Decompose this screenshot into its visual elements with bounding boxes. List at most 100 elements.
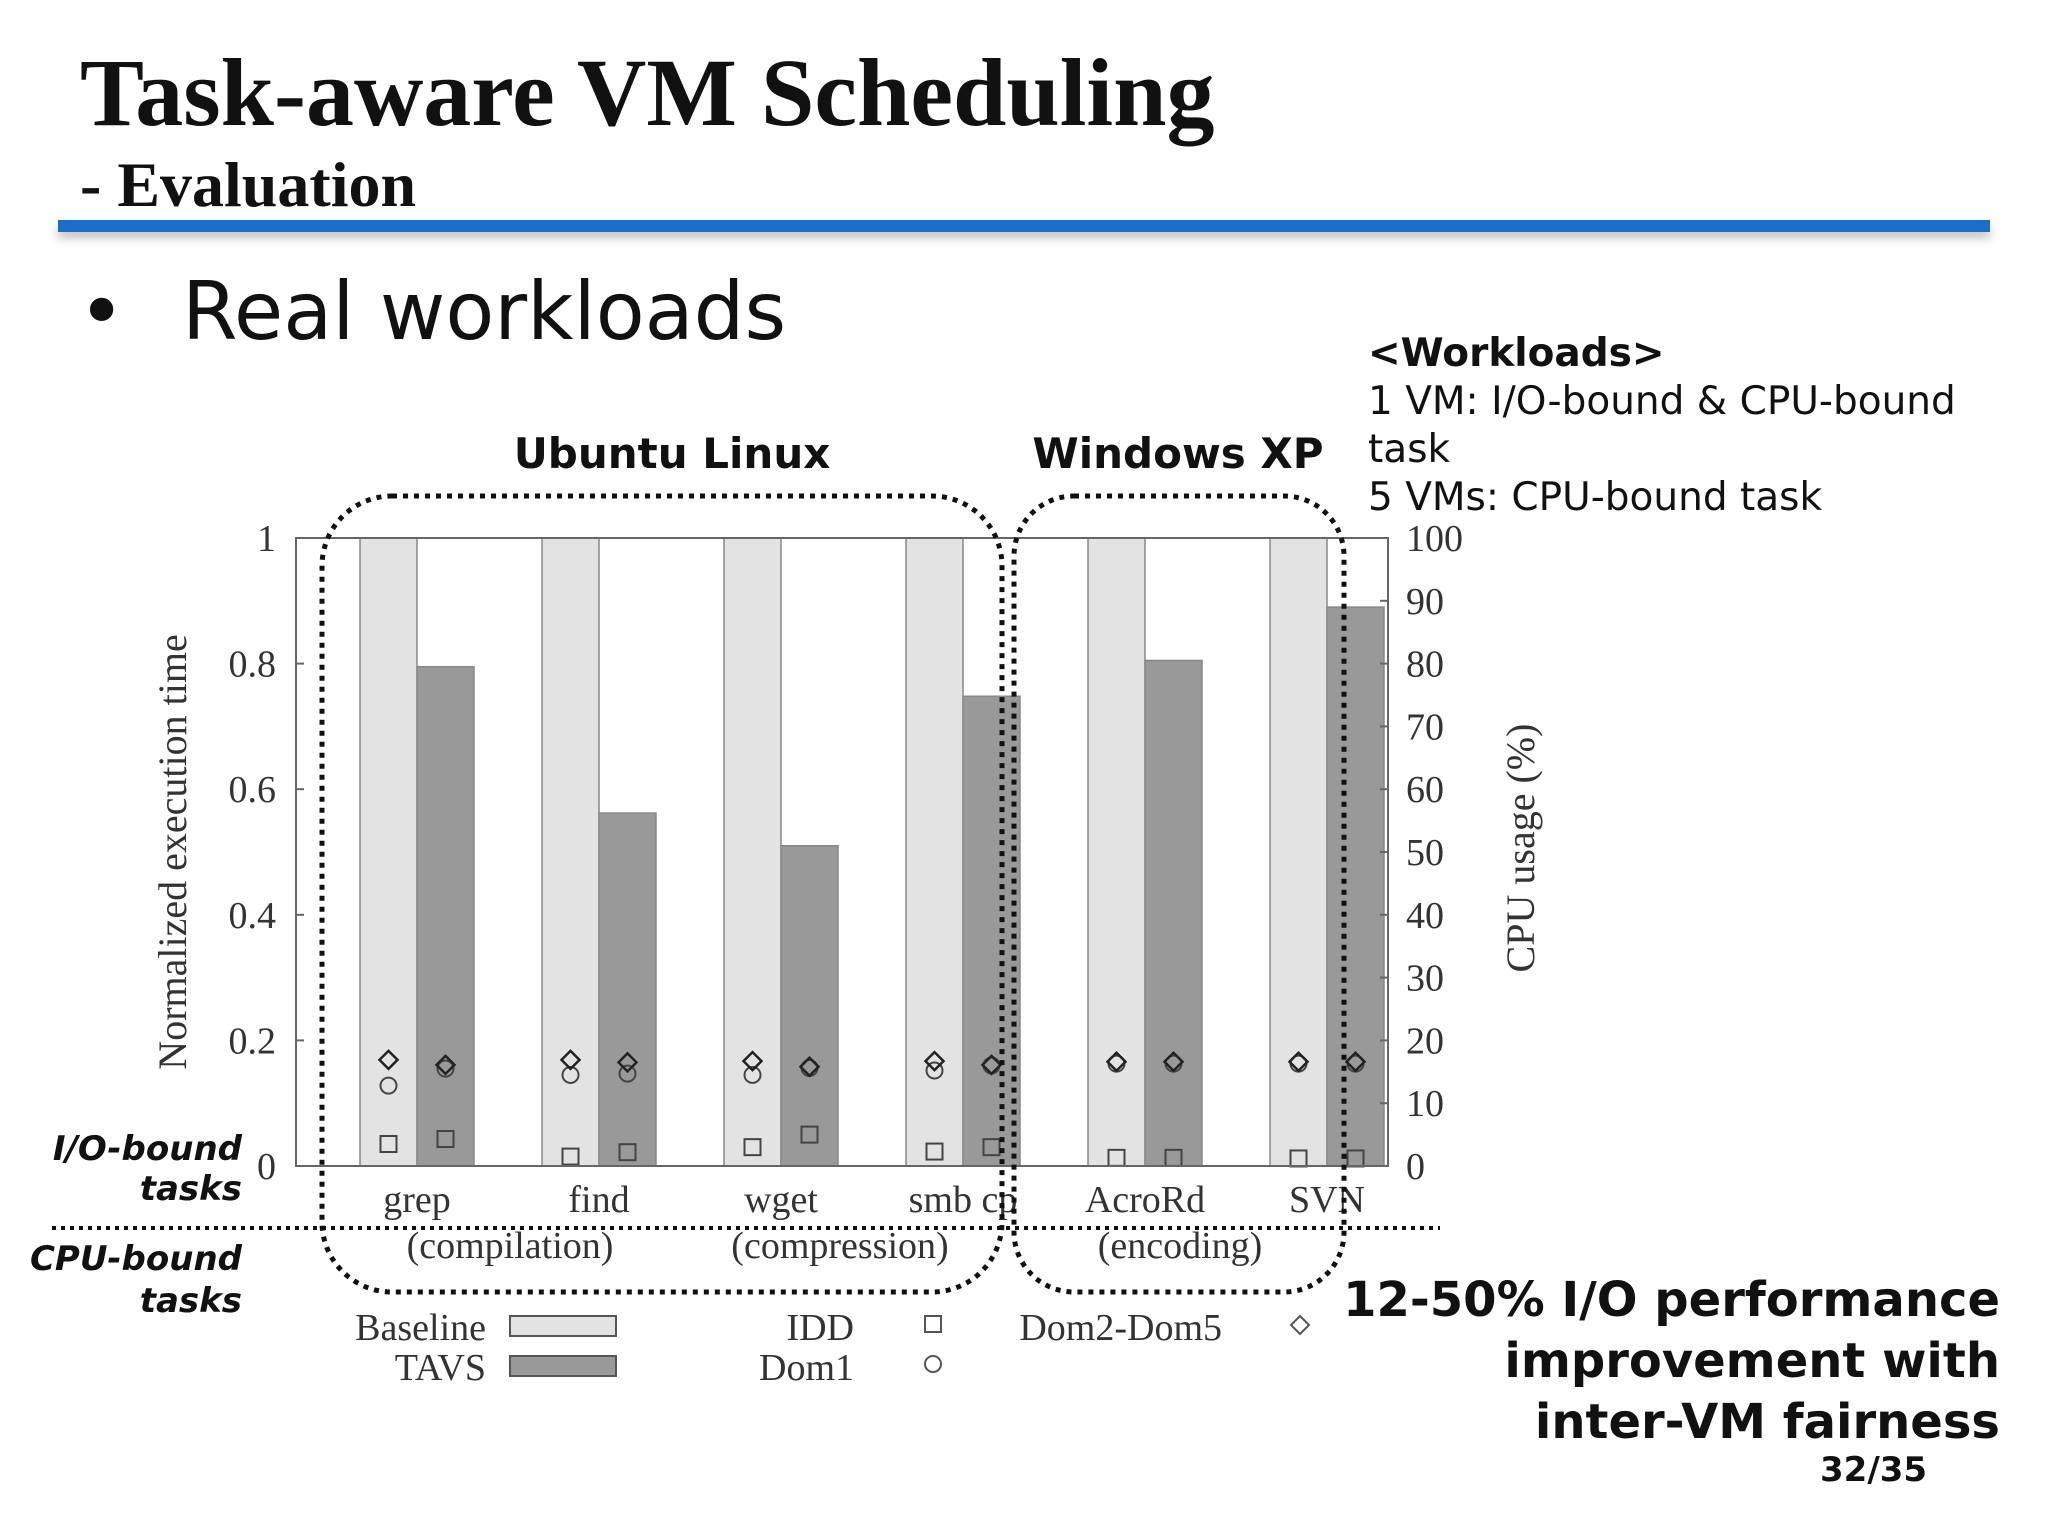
legend-marker-dom1	[924, 1355, 942, 1373]
marker-idd-tavs-grep	[436, 1129, 455, 1148]
slide-subtitle: - Evaluation	[80, 149, 417, 220]
marker-dom2-dom5-tavs-grep	[434, 1054, 457, 1076]
conclusion-line-2: improvement with	[1504, 1333, 2000, 1389]
x-tick-label-smb-cp: smb cp	[909, 1179, 1018, 1221]
cpu-bound-label-line-2: tasks	[140, 1281, 242, 1321]
legend-label-tavs: TAVS	[395, 1347, 486, 1389]
x-tick-label-find: find	[568, 1179, 629, 1221]
marker-dom2-dom5-tavs-svn	[1344, 1050, 1367, 1073]
marker-idd-baseline-grep	[379, 1135, 398, 1154]
io-bound-label-line-2: tasks	[140, 1169, 242, 1209]
bar-tavs-svn	[1326, 606, 1385, 1167]
group-label-ubuntu: Ubuntu Linux	[514, 429, 831, 478]
y-axis-right-label: CPU usage (%)	[1498, 724, 1543, 973]
ubuntu-group-outline	[319, 493, 1005, 1295]
marker-dom1-baseline-find	[561, 1065, 580, 1084]
legend-marker-idd	[924, 1315, 942, 1333]
marker-idd-baseline-smb-cp	[925, 1142, 944, 1161]
legend-label-baseline: Baseline	[355, 1307, 486, 1349]
conclusion-text: 12-50% I/O performance improvement with …	[1320, 1270, 2000, 1453]
cpu-task-label-compression: (compression)	[731, 1225, 948, 1267]
workloads-line-2: 5 VMs: CPU-bound task	[1368, 475, 1823, 520]
conclusion-line-3: inter-VM fairness	[1534, 1394, 2000, 1450]
marker-dom1-tavs-find	[618, 1064, 637, 1083]
legend-marker-dom2-dom5	[1289, 1314, 1311, 1336]
marker-dom1-tavs-grep	[436, 1059, 455, 1078]
bar-baseline-find	[541, 537, 600, 1167]
y-axis-label: Normalized execution time	[150, 634, 195, 1069]
x-tick-label-acrord: AcroRd	[1085, 1179, 1205, 1221]
page-number: 32/35	[1820, 1450, 1928, 1490]
bar-tavs-acrord	[1144, 659, 1203, 1167]
bullet-text: Real workloads	[182, 265, 787, 358]
x-tick-label-wget: wget	[744, 1179, 818, 1221]
cpu-bound-label-line-1: CPU-bound	[30, 1239, 243, 1279]
y-right-tick-label: 30	[1406, 958, 1444, 1000]
bar-tavs-grep	[416, 665, 475, 1167]
marker-dom2-dom5-tavs-acrord	[1162, 1050, 1185, 1073]
bar-tavs-smb-cp	[962, 695, 1021, 1167]
marker-dom2-dom5-baseline-find	[559, 1049, 582, 1071]
legend-swatch-tavs	[509, 1355, 617, 1377]
marker-dom2-dom5-baseline-acrord	[1105, 1050, 1128, 1073]
y-tick-label: 0.2	[229, 1020, 277, 1062]
cpu-task-label-compilation: (compilation)	[407, 1225, 614, 1267]
y-tick-label: 0.4	[229, 895, 277, 937]
workloads-note: <Workloads> 1 VM: I/O-bound & CPU-bound …	[1368, 330, 2048, 522]
marker-dom2-dom5-baseline-grep	[377, 1049, 400, 1071]
windows-group-outline	[1011, 493, 1347, 1295]
marker-dom2-dom5-baseline-wget	[741, 1050, 764, 1072]
legend: Baseline TAVS IDD Dom1 Dom2-Dom5	[355, 1307, 1311, 1389]
legend-swatch-baseline	[509, 1315, 617, 1337]
bar-baseline-smb-cp	[905, 537, 964, 1167]
y-right-tick-label: 60	[1406, 769, 1444, 811]
y-tick-label: 1	[257, 518, 276, 560]
slide-title: Task-aware VM Scheduling	[80, 39, 1215, 146]
conclusion-line-1: 12-50% I/O performance	[1343, 1272, 2000, 1328]
bar-tavs-find	[598, 812, 657, 1167]
bullet-item: • Real workloads	[78, 268, 786, 356]
marker-idd-tavs-find	[618, 1143, 637, 1162]
marker-idd-baseline-wget	[743, 1138, 762, 1157]
marker-dom1-baseline-smb-cp	[925, 1061, 944, 1080]
io-bound-label-line-1: I/O-bound	[53, 1129, 243, 1169]
bar-tavs-wget	[780, 844, 839, 1167]
marker-idd-tavs-wget	[800, 1125, 819, 1144]
y-right-tick-label: 40	[1406, 895, 1444, 937]
marker-dom2-dom5-baseline-smb-cp	[923, 1050, 946, 1072]
marker-dom1-baseline-grep	[379, 1076, 398, 1095]
legend-label-dom2-dom5: Dom2-Dom5	[1019, 1307, 1222, 1349]
marker-idd-baseline-find	[561, 1147, 580, 1166]
plot-frame	[295, 537, 1389, 1167]
y-tick-label: 0	[257, 1146, 276, 1188]
workloads-heading: <Workloads>	[1368, 331, 1665, 376]
y-right-tick-label: 90	[1406, 581, 1444, 623]
y-right-tick-label: 0	[1406, 1146, 1425, 1188]
marker-dom2-dom5-baseline-svn	[1287, 1050, 1310, 1073]
y-right-tick-label: 100	[1406, 518, 1463, 560]
bullet-icon: •	[78, 265, 126, 358]
y-right-tick-label: 20	[1406, 1020, 1444, 1062]
y-right-tick-label: 50	[1406, 832, 1444, 874]
marker-dom1-baseline-wget	[743, 1065, 762, 1084]
x-tick-label-grep: grep	[383, 1179, 451, 1221]
y-right-tick-label: 80	[1406, 644, 1444, 686]
x-tick-label-svn: SVN	[1289, 1179, 1365, 1221]
cpu-task-label-encoding: (encoding)	[1098, 1225, 1263, 1267]
marker-dom2-dom5-tavs-smb-cp	[980, 1054, 1003, 1076]
legend-label-dom1: Dom1	[759, 1347, 854, 1389]
legend-label-idd: IDD	[786, 1307, 854, 1349]
y-right-tick-label: 10	[1406, 1083, 1444, 1125]
workloads-line-1: 1 VM: I/O-bound & CPU-bound task	[1368, 379, 1956, 472]
y-tick-label: 0.6	[229, 769, 277, 811]
group-label-windows: Windows XP	[1032, 429, 1323, 478]
y-right-tick-label: 70	[1406, 706, 1444, 748]
marker-dom2-dom5-tavs-find	[616, 1051, 639, 1074]
title-divider	[58, 220, 1990, 232]
marker-dom2-dom5-tavs-wget	[798, 1056, 821, 1078]
bar-baseline-grep	[359, 537, 418, 1167]
marker-idd-tavs-smb-cp	[982, 1138, 1001, 1157]
y-tick-label: 0.8	[229, 644, 277, 686]
